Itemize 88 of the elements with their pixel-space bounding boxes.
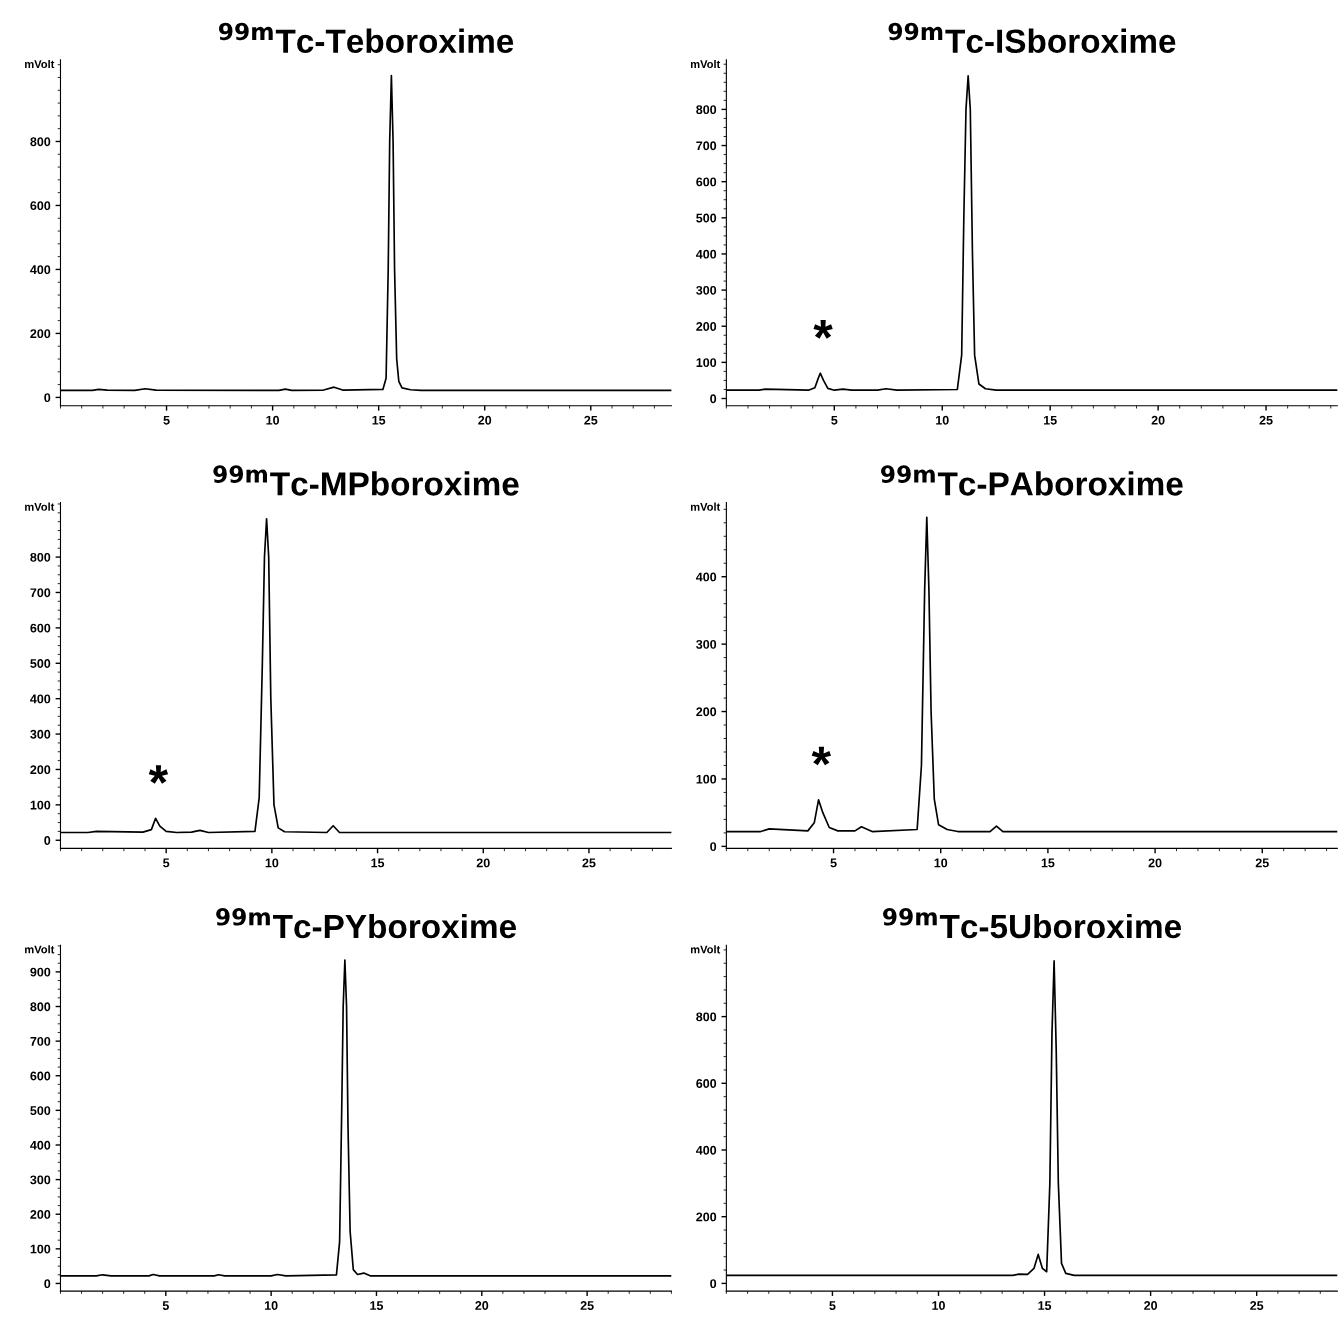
y-tick-label: 600 — [30, 1071, 51, 1081]
x-tick-label: 5 — [163, 415, 170, 425]
annotation: * — [813, 320, 833, 339]
y-axis-title: mVolt — [690, 59, 721, 69]
x-tick-label: 20 — [475, 1301, 489, 1310]
y-tick-label: 300 — [696, 285, 717, 295]
y-tick-label: 300 — [30, 1175, 51, 1185]
x-tick-label: 15 — [1041, 858, 1055, 868]
x-tick-label: 10 — [934, 858, 948, 868]
y-tick-label: 400 — [30, 694, 51, 704]
y-tick-label: 0 — [710, 842, 717, 852]
y-tick-label: 300 — [696, 639, 717, 649]
x-tick-label: 20 — [1144, 1301, 1158, 1310]
y-tick-label: 800 — [696, 105, 717, 115]
x-tick-label: 10 — [932, 1301, 945, 1310]
x-tick-label: 15 — [372, 415, 386, 425]
y-axis-title: mVolt — [690, 945, 721, 954]
x-tick-label: 25 — [1255, 858, 1269, 868]
x-tick-label: 15 — [1038, 1301, 1052, 1310]
y-tick-label: 0 — [44, 836, 51, 845]
y-tick-label: 100 — [696, 774, 717, 784]
x-tick-label: 10 — [266, 415, 280, 425]
x-tick-label: 25 — [1250, 1301, 1264, 1310]
y-tick-label: 0 — [44, 393, 51, 403]
x-tick-label: 20 — [476, 858, 490, 868]
y-tick-label: 200 — [696, 322, 717, 331]
y-tick-label: 500 — [30, 659, 51, 668]
x-tick-label: 5 — [163, 858, 170, 868]
y-tick-label: 500 — [696, 213, 717, 223]
chart-title: $^{99m}$Tc-Teboroxime — [218, 22, 514, 54]
y-tick-label: 500 — [30, 1106, 51, 1116]
x-tick-label: 20 — [1148, 858, 1162, 868]
x-tick-label: 15 — [371, 858, 385, 868]
y-axis-title: mVolt — [25, 59, 55, 69]
y-tick-label: 600 — [696, 177, 717, 187]
chart-title: $^{99m}$Tc-5Uboroxime — [883, 907, 1182, 939]
y-tick-label: 0 — [44, 1279, 51, 1289]
y-tick-label: 200 — [30, 329, 51, 339]
y-tick-label: 400 — [695, 572, 717, 582]
x-tick-label: 5 — [830, 858, 837, 868]
y-tick-label: 300 — [30, 729, 51, 739]
x-tick-label: 15 — [370, 1301, 384, 1310]
y-tick-label: 600 — [30, 201, 51, 211]
y-tick-label: 400 — [695, 249, 717, 259]
x-tick-label: 5 — [829, 1301, 836, 1310]
y-tick-label: 400 — [695, 1145, 717, 1155]
y-tick-label: 100 — [30, 800, 51, 810]
y-tick-label: 600 — [696, 1079, 717, 1088]
y-tick-label: 700 — [30, 1036, 51, 1046]
y-axis-title: mVolt — [690, 502, 721, 511]
y-tick-label: 700 — [696, 141, 717, 151]
y-tick-label: 800 — [696, 1012, 717, 1022]
chart-title: $^{99m}$Tc-ISboroxime — [888, 22, 1176, 54]
annotation: * — [811, 746, 831, 766]
y-tick-label: 900 — [30, 967, 51, 977]
chart-title: $^{99m}$Tc-MPboroxime — [213, 465, 519, 496]
y-tick-label: 100 — [696, 358, 717, 368]
y-tick-label: 200 — [696, 707, 717, 717]
y-tick-label: 800 — [30, 552, 51, 562]
x-tick-label: 25 — [584, 415, 598, 425]
y-tick-label: 700 — [30, 588, 51, 598]
y-axis-title: mVolt — [25, 502, 55, 511]
x-tick-label: 25 — [582, 858, 596, 868]
x-tick-label: 20 — [1151, 415, 1165, 425]
x-tick-label: 10 — [264, 1301, 278, 1310]
y-tick-label: 800 — [30, 1002, 51, 1012]
y-tick-label: 200 — [696, 1212, 717, 1222]
y-tick-label: 200 — [30, 1210, 51, 1219]
y-tick-label: 0 — [710, 394, 717, 404]
x-tick-label: 5 — [162, 1301, 169, 1310]
x-tick-label: 25 — [580, 1301, 594, 1310]
annotation: * — [148, 765, 169, 784]
chart-title: $^{99m}$Tc-PAboroxime — [881, 465, 1183, 496]
x-tick-label: 5 — [831, 415, 838, 425]
y-tick-label: 400 — [30, 1140, 51, 1150]
y-tick-label: 100 — [30, 1244, 51, 1254]
x-tick-label: 15 — [1044, 415, 1057, 425]
y-tick-label: 200 — [30, 765, 51, 775]
y-tick-label: 0 — [710, 1279, 717, 1289]
x-tick-label: 20 — [478, 415, 492, 425]
x-tick-label: 25 — [1259, 415, 1273, 425]
x-tick-label: 10 — [936, 415, 949, 425]
chart-title: $^{99m}$Tc-PYboroxime — [216, 907, 516, 939]
y-tick-label: 400 — [30, 265, 51, 275]
y-axis-title: mVolt — [25, 945, 55, 954]
y-tick-label: 800 — [30, 137, 51, 147]
x-tick-label: 10 — [265, 858, 279, 868]
y-tick-label: 600 — [30, 623, 51, 633]
